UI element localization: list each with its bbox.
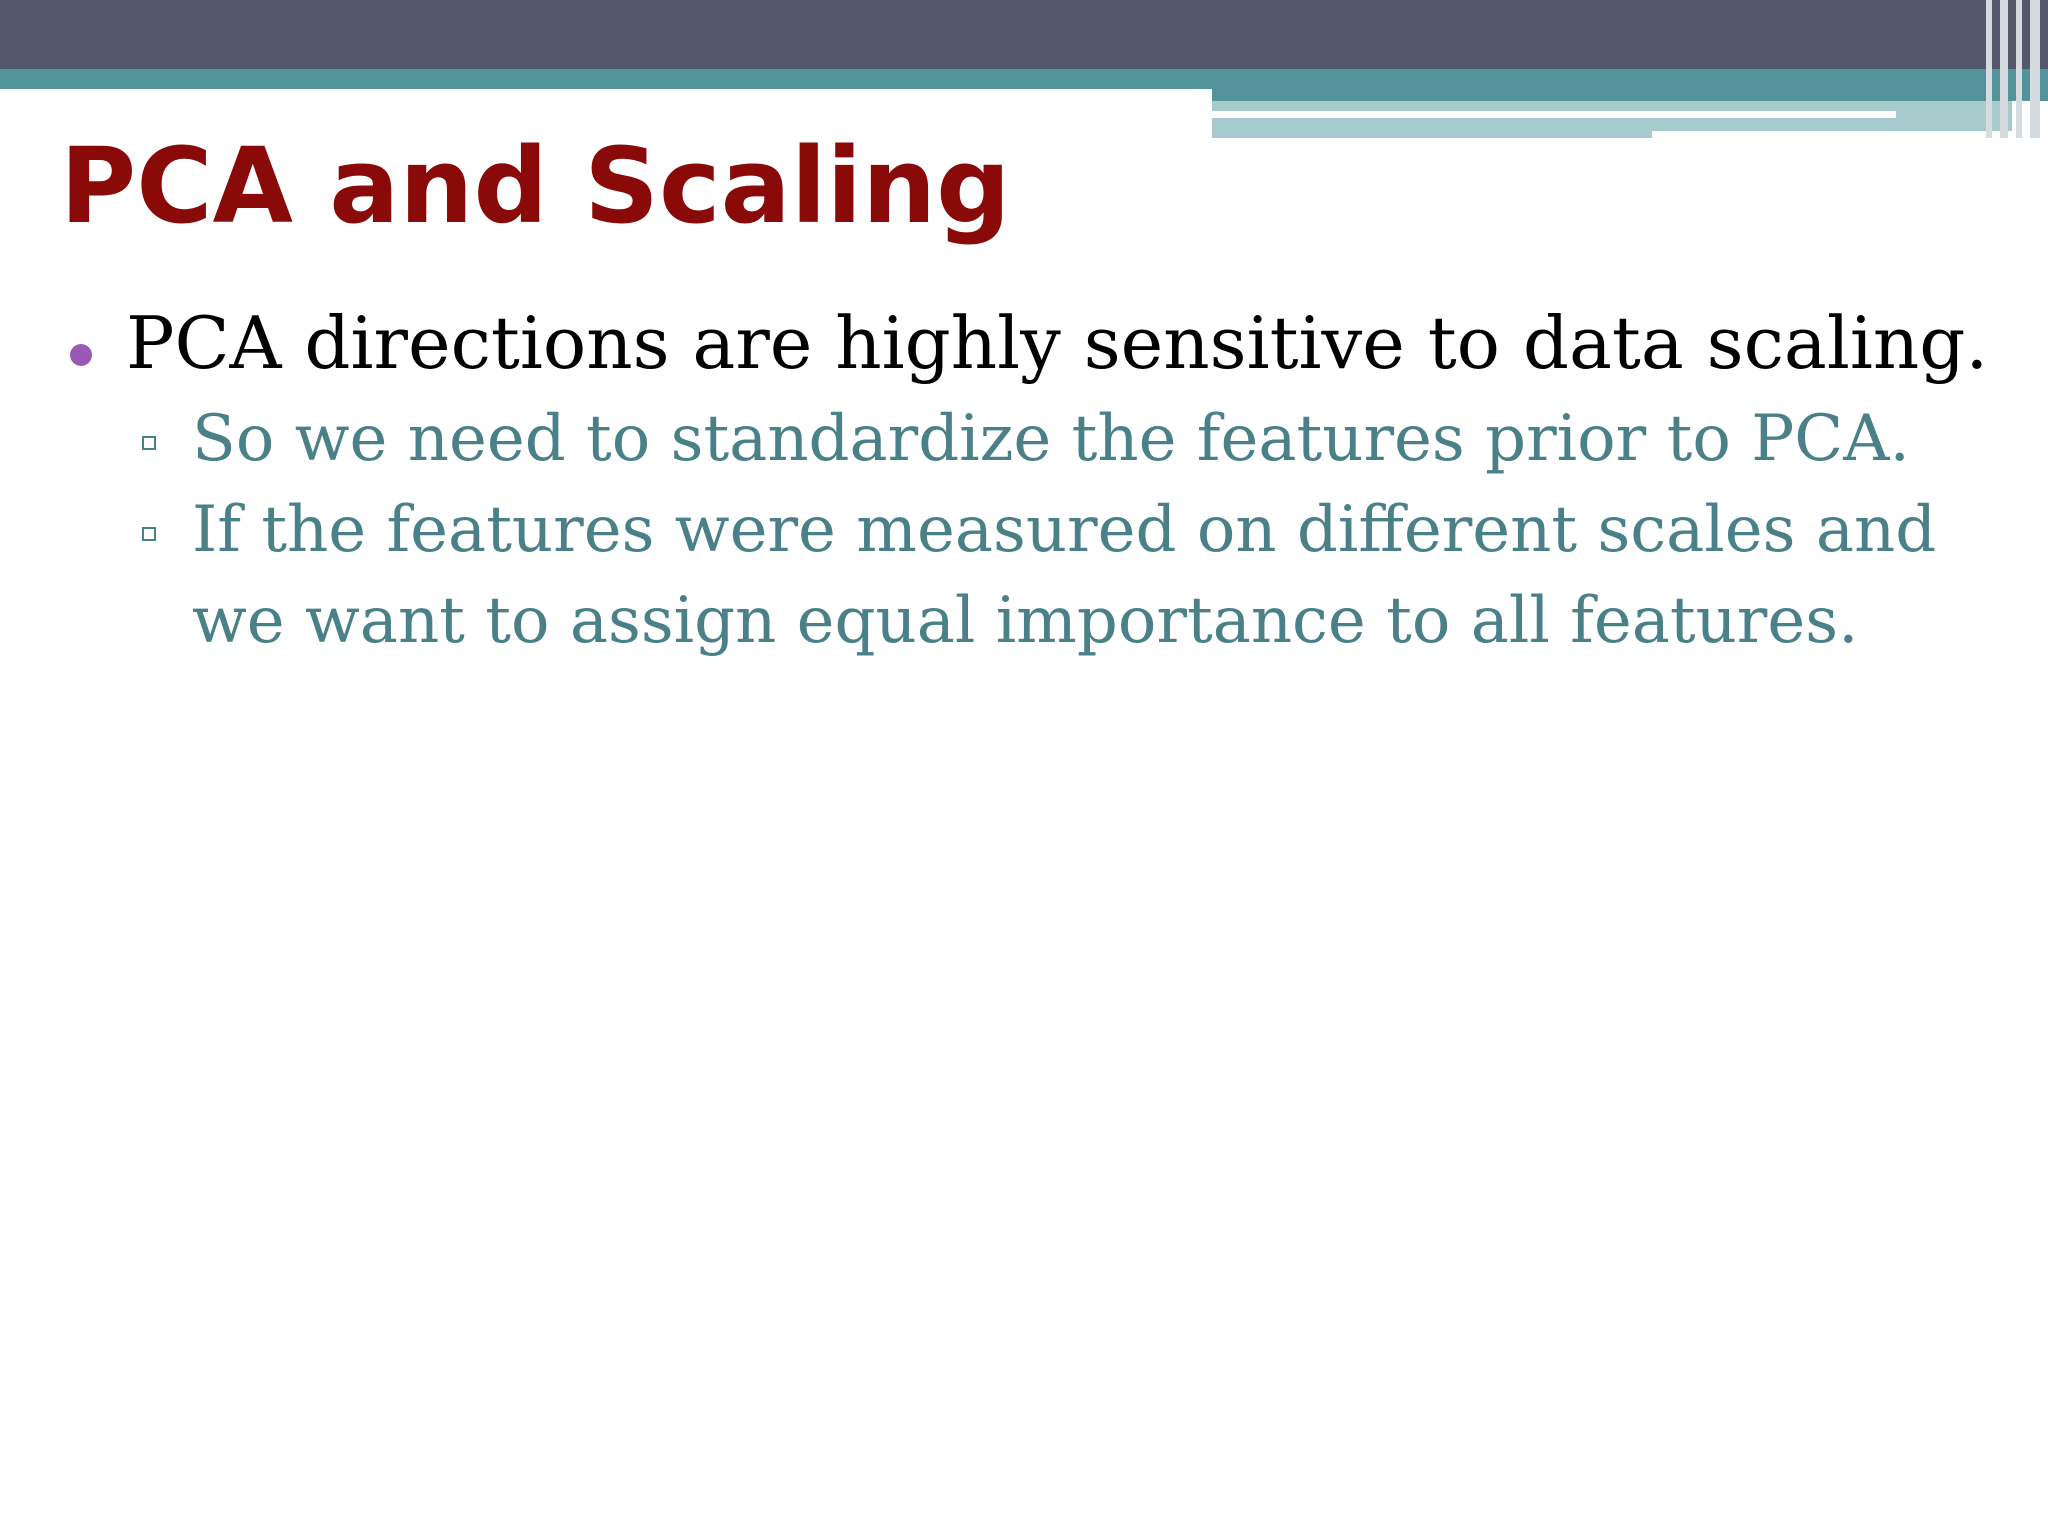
bullet-item: PCA directions are highly sensitive to d… — [70, 300, 2030, 386]
header-white-line — [1212, 111, 1896, 118]
edge-stripe — [1986, 0, 1992, 138]
header-band-teal-left — [0, 69, 1212, 89]
edge-stripe — [2000, 0, 2008, 138]
bullet-text: PCA directions are highly sensitive to d… — [126, 301, 1989, 385]
header-band-dark — [0, 0, 2048, 69]
edge-stripe — [2030, 0, 2040, 138]
sub-bullet-text: If the features were measured on differe… — [192, 493, 1937, 568]
slide-content: PCA directions are highly sensitive to d… — [70, 300, 2030, 667]
edge-stripe — [2016, 0, 2022, 138]
header-band-teal-right — [1212, 69, 2048, 101]
sub-bullet-list: So we need to standardize the features p… — [70, 394, 2030, 667]
sub-bullet-item: So we need to standardize the features p… — [70, 394, 2030, 485]
header-white-line-short — [1652, 131, 2012, 138]
slide-title: PCA and Scaling — [60, 125, 1011, 247]
bullet-dot-icon — [70, 344, 92, 366]
sub-bullet-text: So we need to standardize the features p… — [192, 402, 1910, 477]
sub-bullet-text: we want to assign equal importance to al… — [192, 584, 1859, 659]
sub-bullet-item: If the features were measured on differe… — [70, 485, 2030, 667]
square-bullet-icon — [142, 436, 156, 451]
square-bullet-icon — [142, 527, 156, 542]
